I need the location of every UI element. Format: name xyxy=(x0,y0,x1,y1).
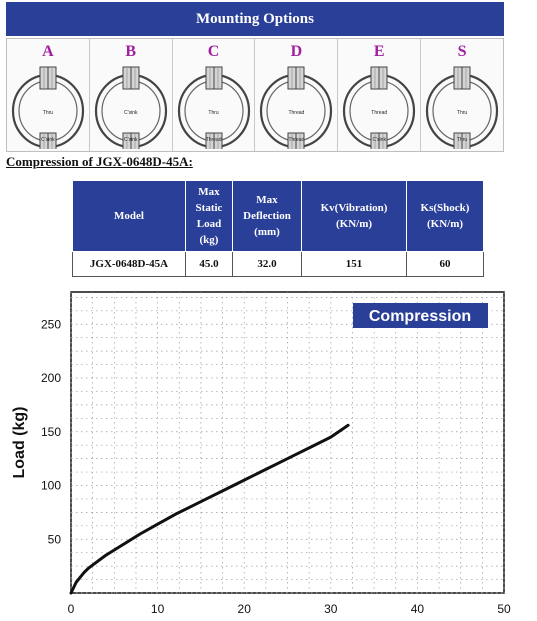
mount-top-label: Thru xyxy=(208,110,219,116)
mount-bottom-label: Thru xyxy=(456,137,468,143)
mount-option-d[interactable]: D Thread Thread xyxy=(255,39,339,151)
mount-bottom-label: C'sink xyxy=(124,137,138,143)
mount-option-s[interactable]: S Thru Thru xyxy=(421,39,503,151)
y-tick-label: 250 xyxy=(41,317,61,331)
x-tick-label: 10 xyxy=(151,602,165,616)
mount-letter: D xyxy=(290,43,303,60)
mount-letter: A xyxy=(42,43,54,60)
chart-subtitle: Compression of JGX-0648D-45A: xyxy=(6,154,193,169)
bushing-icon xyxy=(122,66,140,90)
legend-label: Compression xyxy=(369,308,471,325)
mount-top-label: C'sink xyxy=(124,110,138,116)
legend-box xyxy=(353,303,488,328)
mount-top-label: Thread xyxy=(288,110,305,116)
y-tick-label: 100 xyxy=(41,479,61,493)
x-tick-label: 20 xyxy=(238,602,252,616)
mount-top-label: Thru xyxy=(456,110,468,116)
spec-header-row: Model Max Static Load (kg) Max Deflectio… xyxy=(72,180,484,252)
bushing-icon xyxy=(39,66,57,90)
mount-diagram-icon xyxy=(343,66,416,149)
bushing-icon xyxy=(453,66,471,90)
bushing-icon xyxy=(370,132,388,149)
bushing-icon xyxy=(39,132,57,149)
legend: Compression xyxy=(353,303,488,328)
bushing-icon xyxy=(287,132,305,149)
x-tick-label: 40 xyxy=(411,602,425,616)
mount-bottom-label: C'sink xyxy=(372,137,386,143)
y-tick-label: 200 xyxy=(41,371,61,385)
mount-diagram-icon xyxy=(426,66,499,149)
mount-option-b[interactable]: B C'sink C'sink xyxy=(89,39,173,151)
y-tick-label: 50 xyxy=(48,532,62,546)
mount-letter: E xyxy=(373,43,385,60)
bushing-icon xyxy=(287,66,305,90)
x-tick-label: 50 xyxy=(497,602,511,616)
mount-diagram-icon xyxy=(94,66,167,149)
mount-diagram-icon xyxy=(177,66,250,149)
table-cell: JGX-0648D-45A xyxy=(72,251,186,277)
mount-bottom-label: Thread xyxy=(205,137,222,143)
column-header: Max Deflection (mm) xyxy=(232,180,302,252)
mount-top-label: Thread xyxy=(371,110,388,116)
mounting-options-title: Mounting Options xyxy=(196,11,314,27)
bushing-icon xyxy=(453,132,471,149)
column-header: Model xyxy=(72,180,186,252)
compression-chart: 50 100 150 200 250 0 10 20 30 40 50 Load (kg) Compre… xyxy=(0,285,537,621)
table-cell: 60 xyxy=(406,251,484,277)
mount-diagram-icon xyxy=(260,66,333,149)
mount-option-e[interactable]: E Thread C'sink xyxy=(338,39,422,151)
mount-option-c[interactable]: C Thru Thread xyxy=(172,39,256,151)
y-axis-label: Load (kg) xyxy=(11,407,28,479)
chart-svg: 50 100 150 200 250 0 10 20 30 40 50 Load (kg) Compre… xyxy=(11,291,511,616)
mount-bottom-label: C'sink xyxy=(41,137,55,143)
bushing-icon xyxy=(205,132,223,149)
mounting-options-panel: A Thru C'sink B C'sink C'sink C Thru Thr… xyxy=(6,38,504,152)
mounting-options-banner: Mounting Options xyxy=(6,2,504,36)
table-cell: 32.0 xyxy=(232,251,302,277)
grid-lines xyxy=(70,292,505,594)
spec-table: Model Max Static Load (kg) Max Deflectio… xyxy=(72,180,484,277)
column-header: Kv(Vibration) (KN/m) xyxy=(301,180,407,252)
mount-option-a[interactable]: A Thru C'sink xyxy=(7,39,90,151)
column-header: Ks(Shock) (KN/m) xyxy=(406,180,484,252)
bushing-icon xyxy=(205,66,223,90)
mount-letter: B xyxy=(125,43,137,60)
table-cell: 45.0 xyxy=(185,251,233,277)
mount-top-label: Thru xyxy=(42,110,54,116)
column-header: Max Static Load (kg) xyxy=(185,180,233,252)
compression-series-line xyxy=(69,423,350,595)
mount-letter: C xyxy=(207,43,220,60)
mount-letter: S xyxy=(457,43,467,60)
x-tick-label: 30 xyxy=(324,602,338,616)
mount-diagram-icon xyxy=(11,66,85,149)
mount-bottom-label: Thread xyxy=(288,137,305,143)
bushing-icon xyxy=(370,66,388,90)
bushing-icon xyxy=(122,132,140,149)
table-cell: 151 xyxy=(301,251,407,277)
table-row: JGX-0648D-45A 45.0 32.0 151 60 xyxy=(72,251,484,277)
x-tick-label: 0 xyxy=(68,602,75,616)
y-tick-label: 150 xyxy=(41,425,61,439)
